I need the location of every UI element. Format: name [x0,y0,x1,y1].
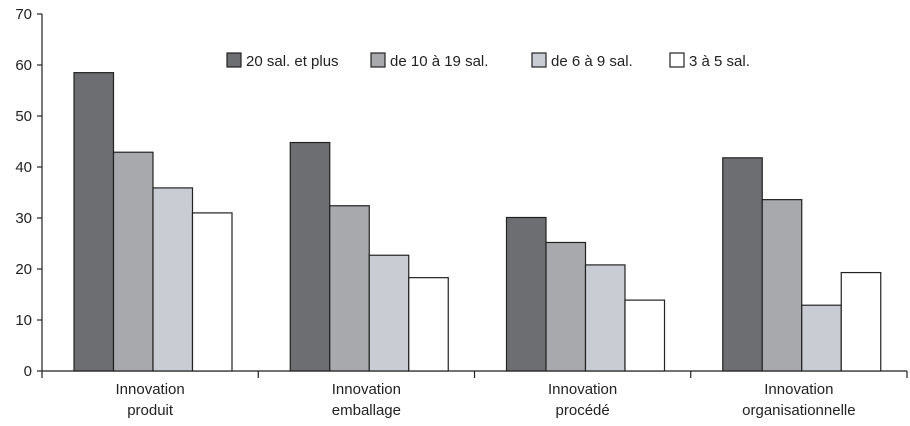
y-tick-label: 10 [15,312,32,329]
x-category-label-line: Innovation [116,381,185,398]
bar [584,264,626,372]
legend-label: 20 sal. et plus [246,53,339,70]
legend: 20 sal. et plus de 10 à 19 sal. de 6 à 9 s… [226,52,750,70]
legend-label: 3 à 5 sal. [689,53,750,70]
bar [152,187,194,372]
legend-swatch [370,52,386,68]
x-category-label: Innovation emballage [332,381,401,419]
bar [840,271,882,372]
y-tick-label: 0 [24,363,32,380]
bar [112,151,154,372]
x-category-label-line: Innovation [764,381,833,398]
y-tick-label: 50 [15,108,32,125]
legend-swatch [531,52,547,68]
bar [624,299,666,372]
bar [408,277,449,372]
bar [73,72,115,372]
x-category-label-line: Innovation [548,381,617,398]
x-category-label-line: emballage [332,402,401,419]
x-category-label-line: produit [127,402,174,419]
x-category-label: Innovation procédé [548,381,617,419]
x-category-label-line: Innovation [332,381,401,398]
bar [329,205,370,372]
bar [722,157,763,372]
x-axis [41,370,908,378]
bar [505,216,547,372]
legend-label: de 10 à 19 sal. [390,53,488,70]
legend-swatch [669,52,685,68]
bar [368,254,410,372]
x-category-label: Innovation produit [116,381,185,419]
y-tick-label: 70 [15,6,32,23]
y-tick-label: 20 [15,261,32,278]
bar [761,199,803,372]
bar [289,141,331,372]
bars [73,72,882,372]
legend-label: de 6 à 9 sal. [551,53,633,70]
bar [545,241,587,372]
x-category-label-line: procédé [556,402,610,419]
y-axis: 0 10 20 30 40 50 60 70 [15,6,43,380]
x-category-label-line: organisationnelle [742,402,855,419]
x-category-label: Innovation organisationnelle [742,381,855,419]
bar [191,212,233,372]
y-tick-label: 60 [15,57,32,74]
bar [801,304,842,372]
legend-swatch [226,52,242,68]
y-tick-label: 40 [15,159,32,176]
y-tick-label: 30 [15,210,32,227]
